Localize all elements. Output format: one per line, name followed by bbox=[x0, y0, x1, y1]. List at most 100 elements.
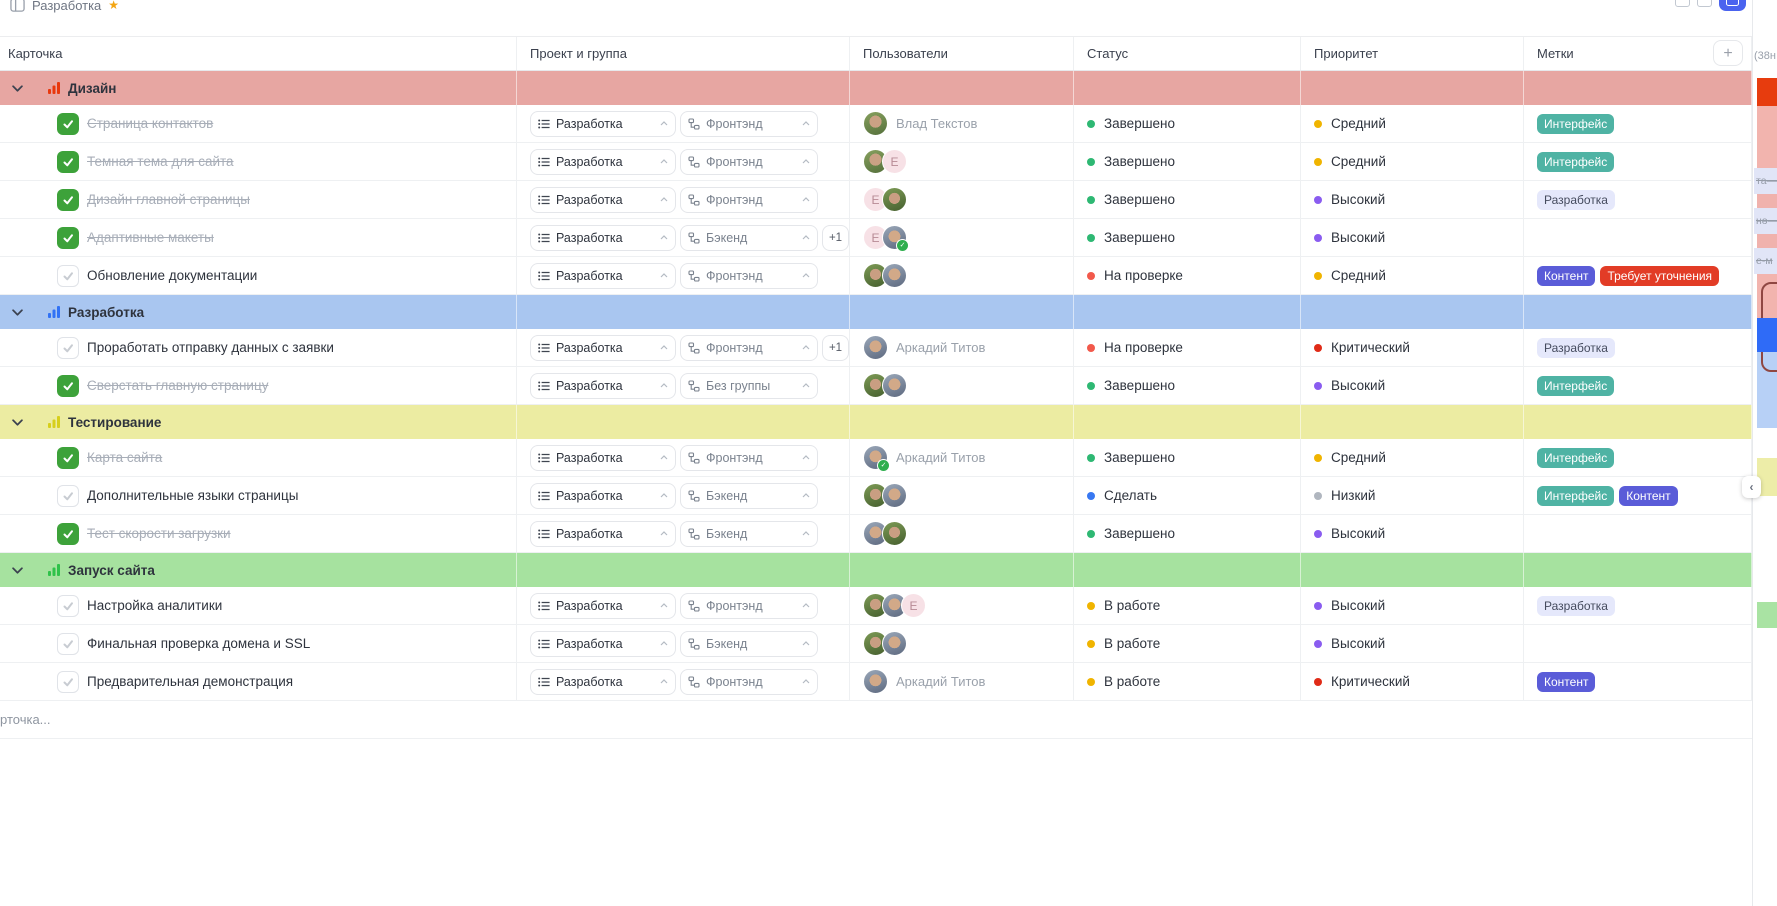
add-card-row[interactable]: рточка... bbox=[0, 701, 1752, 739]
tags-cell[interactable] bbox=[1524, 625, 1752, 662]
group-header-row[interactable]: Тестирование bbox=[0, 405, 1752, 439]
assignees-cell[interactable]: E bbox=[850, 219, 1074, 256]
task-checkbox[interactable] bbox=[57, 670, 79, 693]
task-checkbox[interactable] bbox=[57, 374, 79, 397]
avatar[interactable] bbox=[863, 445, 890, 472]
tags-cell[interactable]: Интерфейс bbox=[1524, 105, 1752, 142]
tags-cell[interactable]: Разработка bbox=[1524, 587, 1752, 624]
status-cell[interactable]: Завершено bbox=[1074, 143, 1301, 180]
table-row[interactable]: Темная тема для сайта Разработка Фронтэн… bbox=[0, 143, 1752, 181]
task-checkbox[interactable] bbox=[57, 336, 79, 359]
avatar[interactable] bbox=[882, 263, 907, 288]
project-select[interactable]: Разработка bbox=[530, 186, 676, 213]
project-select[interactable]: Разработка bbox=[530, 520, 676, 547]
tags-cell[interactable]: Интерфейс bbox=[1524, 143, 1752, 180]
group-select[interactable]: Фронтэнд bbox=[680, 262, 818, 289]
avatar[interactable]: E bbox=[901, 593, 926, 618]
priority-cell[interactable]: Низкий bbox=[1301, 477, 1524, 514]
assignees-cell[interactable]: Аркадий Титов bbox=[850, 663, 1074, 700]
group-header-row[interactable]: Запуск сайта bbox=[0, 553, 1752, 587]
assignees-cell[interactable]: Влад Текстов bbox=[850, 105, 1074, 142]
assignees-cell[interactable] bbox=[850, 515, 1074, 552]
task-checkbox[interactable] bbox=[57, 264, 79, 287]
tags-cell[interactable]: Контент bbox=[1524, 663, 1752, 700]
priority-cell[interactable]: Средний bbox=[1301, 105, 1524, 142]
priority-cell[interactable]: Высокий bbox=[1301, 515, 1524, 552]
tags-cell[interactable]: Интерфейс bbox=[1524, 367, 1752, 404]
status-cell[interactable]: Завершено bbox=[1074, 105, 1301, 142]
priority-cell[interactable]: Высокий bbox=[1301, 625, 1524, 662]
chevron-down-icon[interactable] bbox=[12, 418, 24, 426]
project-select[interactable]: Разработка bbox=[530, 334, 676, 361]
task-checkbox[interactable] bbox=[57, 112, 79, 135]
assignees-cell[interactable] bbox=[850, 367, 1074, 404]
avatar[interactable] bbox=[863, 111, 888, 136]
project-select[interactable]: Разработка bbox=[530, 262, 676, 289]
table-row[interactable]: Тест скорости загрузки Разработка Бэкенд… bbox=[0, 515, 1752, 553]
status-cell[interactable]: Сделать bbox=[1074, 477, 1301, 514]
group-select[interactable]: Бэкенд bbox=[680, 482, 818, 509]
group-select[interactable]: Бэкенд bbox=[680, 224, 818, 251]
table-row[interactable]: Страница контактов Разработка Фронтэнд В… bbox=[0, 105, 1752, 143]
priority-cell[interactable]: Высокий bbox=[1301, 587, 1524, 624]
task-checkbox[interactable] bbox=[57, 522, 79, 545]
project-select[interactable]: Разработка bbox=[530, 110, 676, 137]
task-checkbox[interactable] bbox=[57, 632, 79, 655]
assignees-cell[interactable]: E bbox=[850, 143, 1074, 180]
avatar[interactable] bbox=[882, 631, 907, 656]
table-row[interactable]: Финальная проверка домена и SSL Разработ… bbox=[0, 625, 1752, 663]
table-row[interactable]: Настройка аналитики Разработка Фронтэнд … bbox=[0, 587, 1752, 625]
project-select[interactable]: Разработка bbox=[530, 630, 676, 657]
column-header[interactable]: Статус bbox=[1074, 37, 1301, 70]
assignees-cell[interactable]: Аркадий Титов bbox=[850, 439, 1074, 476]
priority-cell[interactable]: Средний bbox=[1301, 257, 1524, 294]
avatar[interactable] bbox=[863, 335, 888, 360]
group-select[interactable]: Без группы bbox=[680, 372, 818, 399]
group-select[interactable]: Фронтэнд bbox=[680, 668, 818, 695]
group-select[interactable]: Фронтэнд bbox=[680, 110, 818, 137]
project-select[interactable]: Разработка bbox=[530, 592, 676, 619]
favorite-star-icon[interactable]: ★ bbox=[108, 0, 120, 12]
avatar[interactable] bbox=[882, 373, 907, 398]
assignees-cell[interactable]: Аркадий Титов bbox=[850, 329, 1074, 366]
task-checkbox[interactable] bbox=[57, 446, 79, 469]
priority-cell[interactable]: Критический bbox=[1301, 329, 1524, 366]
chevron-down-icon[interactable] bbox=[12, 84, 24, 92]
project-select[interactable]: Разработка bbox=[530, 444, 676, 471]
table-row[interactable]: Карта сайта Разработка Фронтэнд Аркадий … bbox=[0, 439, 1752, 477]
priority-cell[interactable]: Высокий bbox=[1301, 367, 1524, 404]
assignees-cell[interactable]: E bbox=[850, 181, 1074, 218]
status-cell[interactable]: В работе bbox=[1074, 625, 1301, 662]
table-row[interactable]: Дизайн главной страницы Разработка Фронт… bbox=[0, 181, 1752, 219]
column-header[interactable]: Пользователи bbox=[850, 37, 1074, 70]
avatar[interactable] bbox=[882, 225, 909, 252]
status-cell[interactable]: Завершено bbox=[1074, 439, 1301, 476]
tags-cell[interactable]: Интерфейс Контент bbox=[1524, 477, 1752, 514]
status-cell[interactable]: Завершено bbox=[1074, 515, 1301, 552]
tags-cell[interactable]: Интерфейс bbox=[1524, 439, 1752, 476]
priority-cell[interactable]: Средний bbox=[1301, 143, 1524, 180]
status-cell[interactable]: Завершено bbox=[1074, 181, 1301, 218]
table-row[interactable]: Сверстать главную страницу Разработка Бе… bbox=[0, 367, 1752, 405]
table-row[interactable]: Дополнительные языки страницы Разработка… bbox=[0, 477, 1752, 515]
status-cell[interactable]: Завершено bbox=[1074, 219, 1301, 256]
assignees-cell[interactable] bbox=[850, 257, 1074, 294]
column-header[interactable]: Приоритет bbox=[1301, 37, 1524, 70]
task-checkbox[interactable] bbox=[57, 188, 79, 211]
column-header[interactable]: Проект и группа bbox=[517, 37, 850, 70]
group-select[interactable]: Фронтэнд bbox=[680, 334, 818, 361]
assignees-cell[interactable] bbox=[850, 625, 1074, 662]
more-count-chip[interactable]: +1 bbox=[822, 334, 849, 361]
tags-cell[interactable] bbox=[1524, 219, 1752, 256]
group-select[interactable]: Бэкенд bbox=[680, 520, 818, 547]
project-select[interactable]: Разработка bbox=[530, 224, 676, 251]
group-header-row[interactable]: Разработка bbox=[0, 295, 1752, 329]
group-select[interactable]: Фронтэнд bbox=[680, 148, 818, 175]
project-select[interactable]: Разработка bbox=[530, 668, 676, 695]
task-checkbox[interactable] bbox=[57, 484, 79, 507]
avatar[interactable] bbox=[882, 483, 907, 508]
filter-icon[interactable] bbox=[1697, 0, 1712, 7]
table-row[interactable]: Обновление документации Разработка Фронт… bbox=[0, 257, 1752, 295]
table-view-button[interactable] bbox=[1719, 0, 1746, 11]
group-select[interactable]: Бэкенд bbox=[680, 630, 818, 657]
